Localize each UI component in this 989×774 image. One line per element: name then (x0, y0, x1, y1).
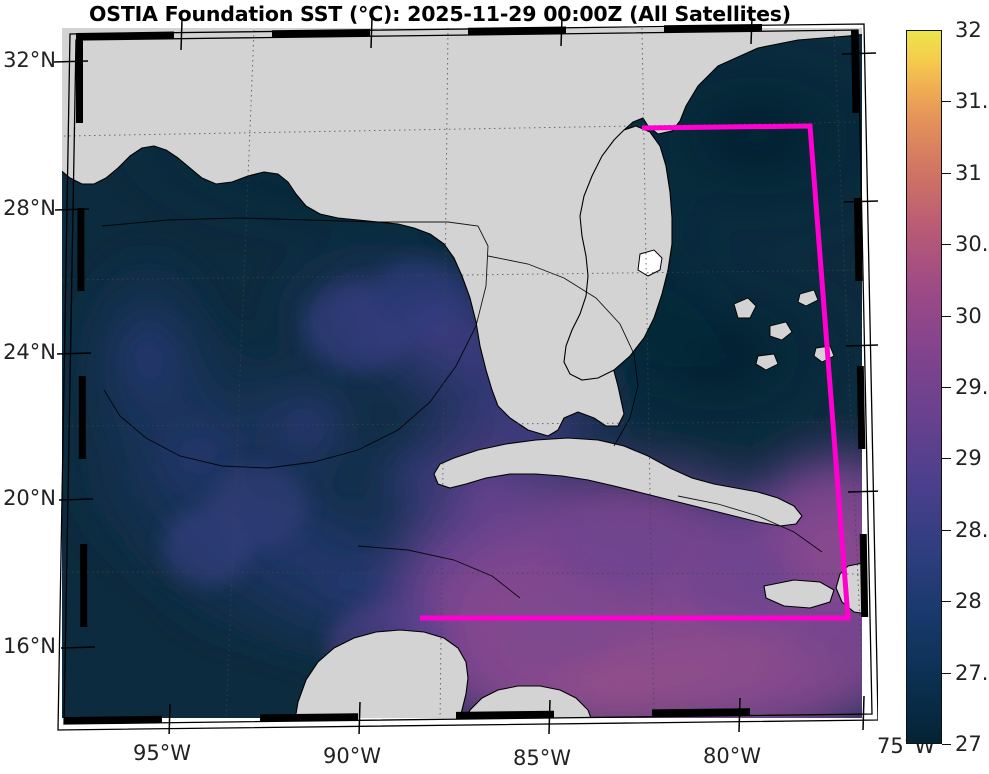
cbtick-29.5 (942, 387, 951, 388)
lat-label-16N: 16°N (3, 634, 56, 658)
lon-label-90W: 90°W (323, 744, 381, 768)
cbtick-28.5 (942, 529, 951, 531)
roi-bounding-box (420, 123, 851, 621)
lon-label-95W: 95°W (133, 741, 191, 765)
map-axes[interactable] (62, 28, 862, 718)
cblabel-27: 27 (955, 732, 982, 756)
cbtick-29 (942, 458, 951, 460)
map-clip (62, 28, 862, 718)
cblabel-31.5: 31.5 (955, 89, 989, 114)
cblabel-27.5: 27.5 (955, 660, 989, 685)
cbtick-30 (942, 315, 951, 317)
cblabel-32: 32 (955, 18, 982, 42)
lon-label-80W: 80°W (703, 744, 761, 768)
colorbar[interactable] (906, 30, 942, 744)
cblabel-28.5: 28.5 (955, 517, 989, 542)
cblabel-31: 31 (955, 160, 982, 185)
map-projection-plate (62, 28, 862, 718)
roi-layer[interactable] (62, 28, 862, 718)
lat-label-20N: 20°N (3, 486, 56, 510)
lat-label-28N: 28°N (3, 196, 56, 220)
cbtick-28 (942, 601, 951, 603)
cbtick-27 (942, 744, 951, 745)
lat-label-24N: 24°N (3, 340, 56, 364)
cbtick-31.5 (942, 101, 951, 103)
cblabel-30.5: 30.5 (955, 232, 989, 257)
lat-label-32N: 32°N (3, 48, 56, 72)
cblabel-30: 30 (955, 303, 982, 328)
cblabel-29: 29 (955, 446, 982, 471)
lon-label-85W: 85°W (513, 746, 571, 770)
cbtick-30.5 (942, 244, 951, 246)
tick-lon-75 (862, 695, 865, 731)
cbtick-31 (942, 172, 951, 174)
page-title: OSTIA Foundation SST (°C): 2025-11-29 00… (89, 2, 791, 26)
cblabel-28: 28 (955, 589, 982, 614)
cblabel-29.5: 29.5 (955, 375, 989, 399)
cbtick-27.5 (942, 672, 951, 674)
